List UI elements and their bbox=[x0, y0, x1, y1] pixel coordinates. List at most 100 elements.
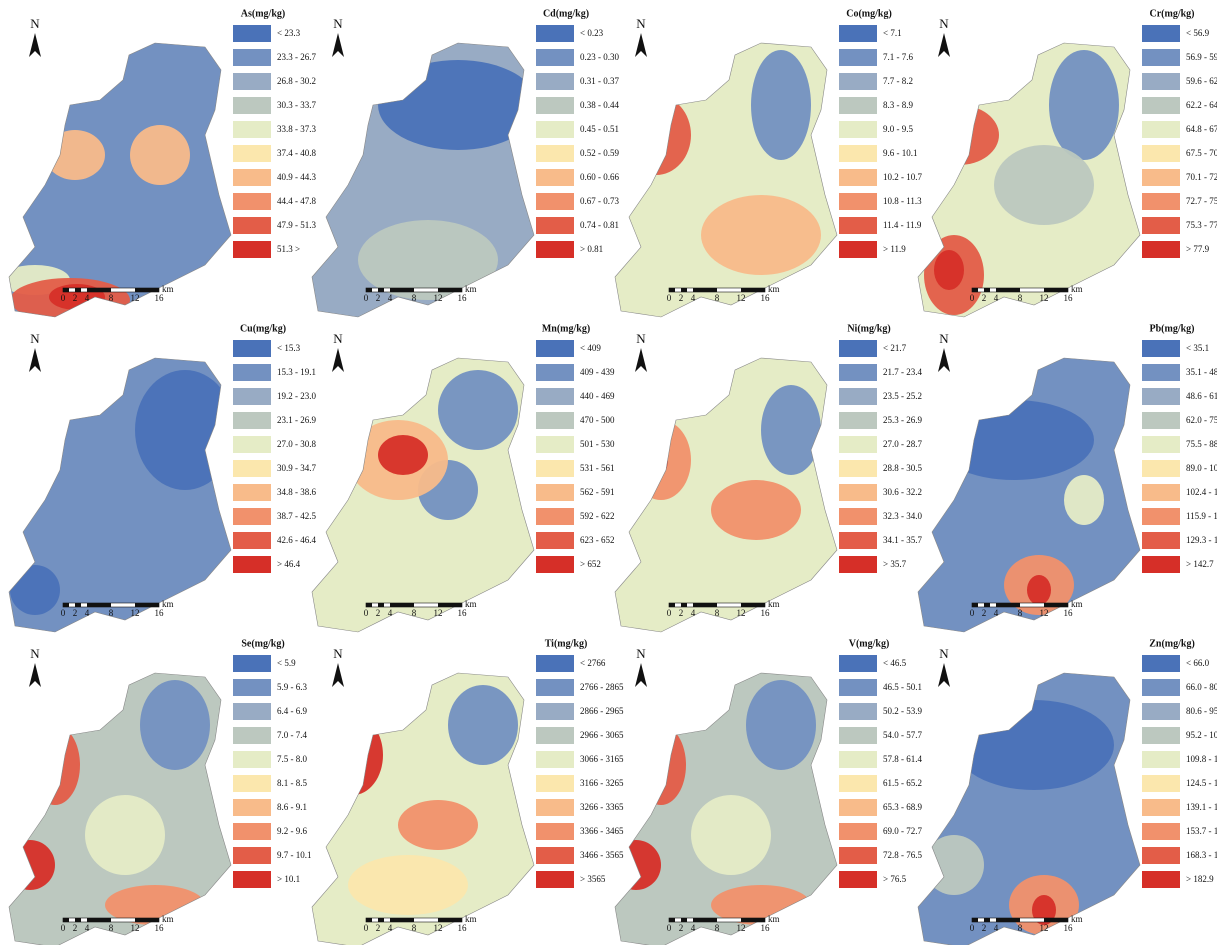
north-arrow bbox=[938, 663, 950, 687]
legend-swatch bbox=[536, 775, 574, 792]
legend-label: 2966 - 3065 bbox=[580, 730, 624, 740]
scale-unit: km bbox=[768, 284, 780, 294]
legend-swatch bbox=[839, 193, 877, 210]
scale-tick-label: 2 bbox=[679, 923, 684, 933]
scale-tick-label: 16 bbox=[458, 293, 468, 303]
scale-tick-label: 12 bbox=[737, 608, 746, 618]
legend-label: 2866 - 2965 bbox=[580, 706, 624, 716]
legend-label: 10.2 - 10.7 bbox=[883, 172, 922, 182]
scale-bar-segment bbox=[984, 918, 990, 922]
legend-label: 34.8 - 38.6 bbox=[277, 487, 316, 497]
scale-tick-label: 12 bbox=[131, 923, 140, 933]
legend-swatch bbox=[1142, 871, 1180, 888]
zone bbox=[10, 565, 60, 615]
legend-swatch bbox=[536, 703, 574, 720]
scale-unit: km bbox=[162, 914, 174, 924]
scale-tick-label: 2 bbox=[982, 608, 987, 618]
legend-label: 42.6 - 46.4 bbox=[277, 535, 316, 545]
legend-label: 7.7 - 8.2 bbox=[883, 76, 913, 86]
legend-swatch bbox=[1142, 241, 1180, 258]
legend-swatch bbox=[1142, 727, 1180, 744]
legend-swatch bbox=[1142, 823, 1180, 840]
legend-label: 11.4 - 11.9 bbox=[883, 220, 922, 230]
legend-swatch bbox=[839, 799, 877, 816]
scale-bar-segment bbox=[996, 603, 1020, 607]
legend-label: 129.3 - 142.7 bbox=[1186, 535, 1217, 545]
scale-bar-segment bbox=[681, 918, 687, 922]
legend-label: 72.8 - 76.5 bbox=[883, 850, 922, 860]
scale-tick-label: 2 bbox=[679, 608, 684, 618]
legend-swatch bbox=[1142, 193, 1180, 210]
legend-swatch bbox=[1142, 775, 1180, 792]
legend-label: 23.3 - 26.7 bbox=[277, 52, 316, 62]
scale-tick-label: 2 bbox=[982, 293, 987, 303]
legend-label: 109.8 - 124.4 bbox=[1186, 754, 1217, 764]
legend-label: 21.7 - 23.4 bbox=[883, 367, 922, 377]
legend-label: 61.5 - 65.2 bbox=[883, 778, 922, 788]
legend-swatch bbox=[839, 388, 877, 405]
scale-tick-label: 8 bbox=[412, 923, 417, 933]
zone bbox=[746, 680, 816, 770]
scale-bar-segment bbox=[63, 603, 69, 607]
north-label: N bbox=[939, 646, 949, 661]
legend-label: > 0.81 bbox=[580, 244, 603, 254]
zone bbox=[1027, 575, 1051, 605]
scale-tick-label: 0 bbox=[970, 293, 975, 303]
legend-label: 40.9 - 44.3 bbox=[277, 172, 316, 182]
legend-label: 34.1 - 35.7 bbox=[883, 535, 922, 545]
legend-swatch bbox=[839, 25, 877, 42]
legend-swatch bbox=[839, 655, 877, 672]
legend-swatch bbox=[839, 73, 877, 90]
legend-swatch bbox=[233, 25, 271, 42]
map-panel: N Zn(mg/kg) < 66.0 66.0 - 80.5 80.6 - 95.1 95… bbox=[917, 638, 1217, 945]
scale-bar-segment bbox=[984, 603, 990, 607]
legend-label: 28.8 - 30.5 bbox=[883, 463, 922, 473]
scale-bar-segment bbox=[87, 918, 111, 922]
legend-swatch bbox=[233, 193, 271, 210]
scale-bar-segment bbox=[741, 918, 765, 922]
scale-tick-label: 8 bbox=[412, 293, 417, 303]
legend-label: 62.2 - 64.7 bbox=[1186, 100, 1217, 110]
legend-label: 33.8 - 37.3 bbox=[277, 124, 316, 134]
legend-swatch bbox=[839, 145, 877, 162]
legend-label: 0.67 - 0.73 bbox=[580, 196, 619, 206]
legend-label: 30.6 - 32.2 bbox=[883, 487, 922, 497]
legend-swatch bbox=[839, 241, 877, 258]
scale-tick-label: 16 bbox=[1064, 923, 1074, 933]
zone bbox=[85, 795, 165, 875]
legend-label: 0.60 - 0.66 bbox=[580, 172, 619, 182]
legend-label: > 182.9 bbox=[1186, 874, 1214, 884]
legend-label: 440 - 469 bbox=[580, 391, 615, 401]
scale-tick-label: 16 bbox=[458, 608, 468, 618]
scale-tick-label: 4 bbox=[85, 293, 90, 303]
zone bbox=[378, 435, 428, 475]
legend-swatch bbox=[1142, 847, 1180, 864]
zone bbox=[438, 370, 518, 450]
legend-label: 3066 - 3165 bbox=[580, 754, 624, 764]
legend-label: 102.4 - 115.8 bbox=[1186, 487, 1217, 497]
zone bbox=[701, 195, 821, 275]
legend-label: 153.7 - 168.2 bbox=[1186, 826, 1217, 836]
scale-bar-segment bbox=[75, 918, 81, 922]
legend-label: 25.3 - 26.9 bbox=[883, 415, 922, 425]
legend-label: 56.9 - 59.5 bbox=[1186, 52, 1217, 62]
zone bbox=[33, 448, 57, 472]
north-arrow bbox=[938, 33, 950, 57]
scale-tick-label: 0 bbox=[667, 293, 672, 303]
legend-swatch bbox=[1142, 484, 1180, 501]
legend-title: Ti(mg/kg) bbox=[545, 638, 588, 649]
legend-label: 0.23 - 0.30 bbox=[580, 52, 619, 62]
zone bbox=[333, 125, 363, 155]
zone bbox=[135, 370, 231, 490]
legend-swatch bbox=[536, 169, 574, 186]
north-arrow bbox=[332, 33, 344, 57]
map-outline bbox=[8, 357, 232, 633]
scale-bar-segment bbox=[378, 918, 384, 922]
legend-swatch bbox=[233, 169, 271, 186]
scale-bar-segment bbox=[438, 918, 462, 922]
legend-label: 5.9 - 6.3 bbox=[277, 682, 307, 692]
zone bbox=[398, 800, 478, 850]
map-panel: N Ti(mg/kg) < 2766 2766 - 2865 2866 - 2965 29… bbox=[311, 638, 624, 945]
scale-bar-segment bbox=[669, 603, 675, 607]
legend-swatch bbox=[536, 97, 574, 114]
